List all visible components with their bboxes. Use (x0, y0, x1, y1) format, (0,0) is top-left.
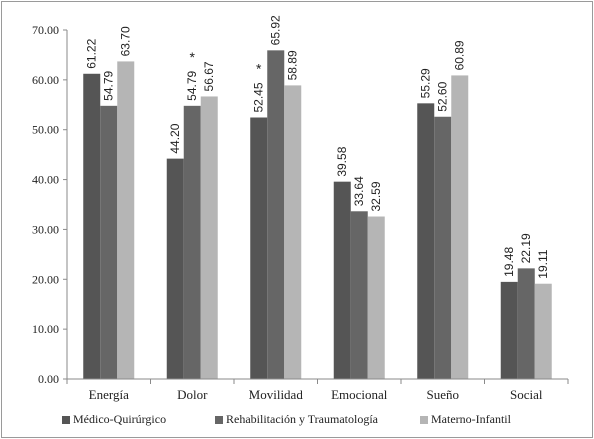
y-tick-label: 10.00 (32, 322, 59, 336)
y-tick-label: 0.00 (38, 372, 59, 386)
data-label: 56.67 (202, 61, 216, 91)
y-tick-label: 40.00 (32, 173, 59, 187)
data-label: 65.92 (269, 15, 283, 45)
legend-label: Médico-Quirúrgico (73, 412, 167, 426)
x-tick-label: Emocional (331, 387, 388, 402)
y-tick-label: 30.00 (32, 222, 59, 236)
y-tick-label: 20.00 (32, 272, 59, 286)
data-label: 54.79 (185, 70, 199, 100)
bar (500, 281, 518, 379)
bar (367, 216, 385, 379)
significance-marker: * (256, 60, 262, 76)
data-label: 33.64 (352, 176, 366, 206)
legend-item: Rehabilitación y Traumatología (215, 412, 378, 427)
data-label: 22.19 (519, 233, 533, 263)
legend-swatch (62, 415, 70, 424)
data-label: 32.59 (369, 181, 383, 211)
data-label: 39.58 (335, 146, 349, 176)
legend-item: Materno-Infantil (420, 412, 511, 427)
bar (333, 181, 351, 379)
data-label: 52.45 (252, 82, 266, 112)
legend-swatch (215, 415, 223, 424)
legend-label: Materno-Infantil (431, 412, 511, 426)
y-axis: 0.00 10.00 20.00 30.00 40.00 50.00 60.00 70.00 (32, 23, 68, 386)
bar (534, 283, 552, 379)
bar (434, 116, 452, 379)
x-tick-label: Energía (89, 387, 129, 402)
data-label: 55.29 (419, 68, 433, 98)
data-label: 52.60 (436, 81, 450, 111)
data-label: 19.48 (502, 247, 516, 277)
x-tick-label: Sueño (427, 387, 460, 402)
data-label: 63.70 (119, 26, 133, 56)
bar (83, 73, 101, 380)
x-tick-label: Movilidad (249, 387, 304, 402)
data-label: 61.22 (85, 38, 99, 68)
legend-swatch (420, 415, 428, 424)
bar (250, 117, 268, 380)
x-axis: Energía Dolor Movilidad Emocional Sueño Socia… (66, 378, 569, 402)
data-label: 58.89 (286, 50, 300, 80)
bar (166, 158, 184, 379)
y-tick-label: 70.00 (32, 23, 59, 37)
bar (517, 268, 535, 379)
bar (267, 50, 285, 380)
legend-label: Rehabilitación y Traumatología (226, 412, 378, 426)
bar (183, 105, 201, 380)
x-tick-label: Dolor (177, 387, 208, 402)
bar (117, 61, 135, 379)
bar (417, 103, 435, 380)
bar (284, 85, 302, 379)
data-label: 19.11 (536, 249, 550, 278)
y-tick-label: 60.00 (32, 73, 59, 87)
bar (100, 105, 118, 380)
y-tick-label: 50.00 (32, 123, 59, 137)
data-label: 60.89 (453, 40, 467, 70)
data-label: 44.20 (168, 123, 182, 153)
bar (350, 211, 368, 379)
legend: Médico-Quirúrgico Rehabilitación y Trauma… (0, 412, 594, 432)
bars (83, 50, 552, 380)
bar-chart: 0.0010.0020.0030.0040.0050.0060.0070.00 … (32, 15, 569, 402)
significance-marker: * (190, 49, 196, 65)
legend-item: Médico-Quirúrgico (62, 412, 166, 427)
x-tick-label: Social (510, 387, 543, 402)
bar (200, 96, 218, 380)
data-label: 54.79 (102, 70, 116, 100)
bar (451, 75, 469, 379)
annotations: ** (190, 49, 263, 77)
